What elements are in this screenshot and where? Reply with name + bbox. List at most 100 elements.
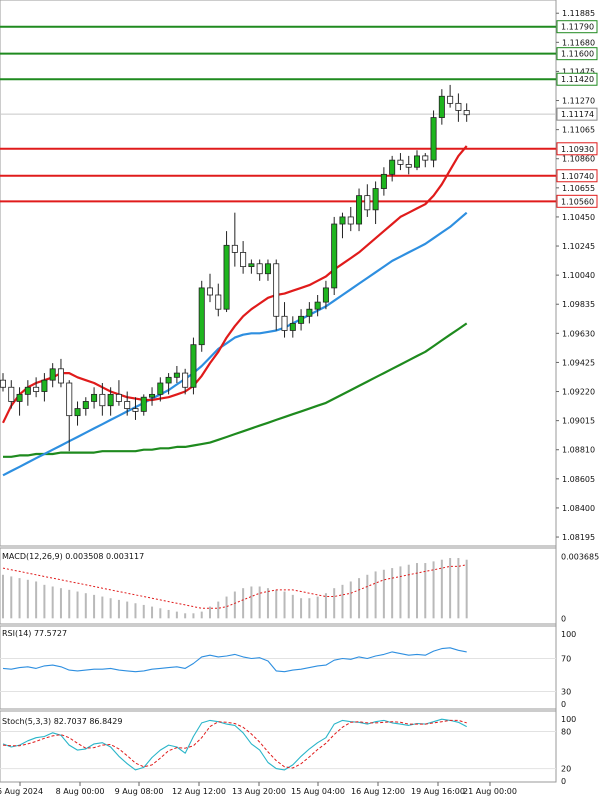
candle-body [372,188,379,211]
candle-body [157,382,164,395]
macd-panel: MACD(12,26,9) 0.003508 0.003117 0.003685 0 [2,552,599,623]
candle-body [447,95,454,104]
level-label: 1.11420 [561,75,594,84]
level-label: 1.10560 [561,197,594,206]
price-tick-label: 1.09015 [562,417,595,426]
candle-body [463,110,470,116]
candle-body [49,368,56,381]
candle-body [380,173,387,189]
candle-body [240,252,247,268]
candle-body [331,223,338,289]
panel-frame [0,710,557,783]
price-tick-label: 1.08605 [562,475,595,484]
candle-body [430,117,437,161]
level-label: 1.10930 [561,145,594,154]
rsi-tick-label: 30 [561,688,571,697]
price-tick-label: 1.10040 [562,271,595,280]
price-tick-label: 1.11475 [562,67,595,76]
price-tick-label: 1.09425 [562,358,595,367]
candle-body [24,386,31,395]
stoch-tick-label: 80 [561,728,571,737]
rsi-tick-label: 100 [561,630,576,639]
price-tick-label: 1.09630 [562,329,595,338]
candle-body [16,393,23,402]
candle-body [264,263,271,275]
candle-body [8,386,15,402]
candle-body [173,372,180,378]
level-label-box [556,47,598,61]
stoch-d-line [2,719,467,769]
candle-body [215,294,222,310]
candle-body [455,102,462,111]
candle-body [115,393,122,402]
candle-body [140,396,147,412]
ma-blue-line [2,211,468,477]
price-tick-label: 1.10860 [562,155,595,164]
stoch-panel: Stoch(5,3,3) 82.7037 86.8429 100 80 20 0 [0,715,576,786]
panel-backgrounds [0,0,557,783]
time-tick-label: 9 Aug 08:00 [115,787,164,796]
price-tick-label: 1.09220 [562,388,595,397]
level-label-box [556,169,598,183]
macd-tick-label: 0.003685 [561,553,599,562]
time-tick-label: 21 Aug 00:00 [463,787,517,796]
panel-frame [0,547,557,625]
rsi-line [2,647,467,673]
price-tick-label: 1.11885 [562,9,595,18]
candle-body [347,216,354,225]
price-tick-label: 1.11270 [562,97,595,106]
candle-body [206,287,213,296]
price-tick-label: 1.09835 [562,300,595,309]
candle-body [389,159,396,175]
rsi-title: RSI(14) 77.5727 [2,629,67,638]
time-tick-label: 12 Aug 12:00 [172,787,226,796]
candle-body [298,315,305,324]
candle-body [273,263,280,317]
candle-body [57,368,64,384]
candle-body [198,287,205,346]
candle-body [438,95,445,118]
stoch-tick-label: 100 [561,715,576,724]
candle-body [339,216,346,225]
candle-body [82,401,89,409]
candle-body [107,393,114,407]
ma-green-line [3,322,468,458]
candle-body [149,393,156,398]
level-label: 1.10740 [561,172,594,181]
candle-body [33,386,40,392]
candle-body [314,301,321,310]
level-label: 1.11600 [561,50,594,59]
stoch-k-line [2,718,467,771]
stoch-tick-label: 20 [561,765,571,774]
candle-body [165,376,172,384]
level-label-box [556,194,598,208]
candle-body [66,382,73,417]
candle-body [422,155,429,161]
candle-body [364,195,371,211]
candle-body [190,344,197,388]
candle-body [0,379,6,388]
candle-body [356,195,363,225]
time-axis: 6 Aug 2024 8 Aug 00:00 9 Aug 08:00 12 Aug 1… [0,782,517,796]
candle-body [132,408,139,412]
stoch-title: Stoch(5,3,3) 82.7037 86.8429 [2,717,122,726]
panel-frame [0,625,557,710]
candle-body [289,322,296,331]
price-tick-label: 1.08400 [562,504,595,513]
ma-red-line [2,145,468,424]
macd-signal-line [2,564,467,609]
macd-title: MACD(12,26,9) 0.003508 0.003117 [2,552,144,561]
level-label: 1.11790 [561,23,594,32]
candle-body [74,408,81,417]
price-tick-label: 1.10450 [562,213,595,222]
time-tick-label: 19 Aug 16:00 [411,787,465,796]
current-price-label: 1.11174 [561,110,594,119]
level-label-box [556,20,598,34]
time-tick-label: 8 Aug 00:00 [56,787,105,796]
current-price-box [556,107,598,121]
candle-body [124,401,131,409]
rsi-panel: RSI(14) 77.5727 100 70 30 0 [0,629,576,709]
candle-body [306,308,313,317]
time-tick-label: 16 Aug 12:00 [351,787,405,796]
